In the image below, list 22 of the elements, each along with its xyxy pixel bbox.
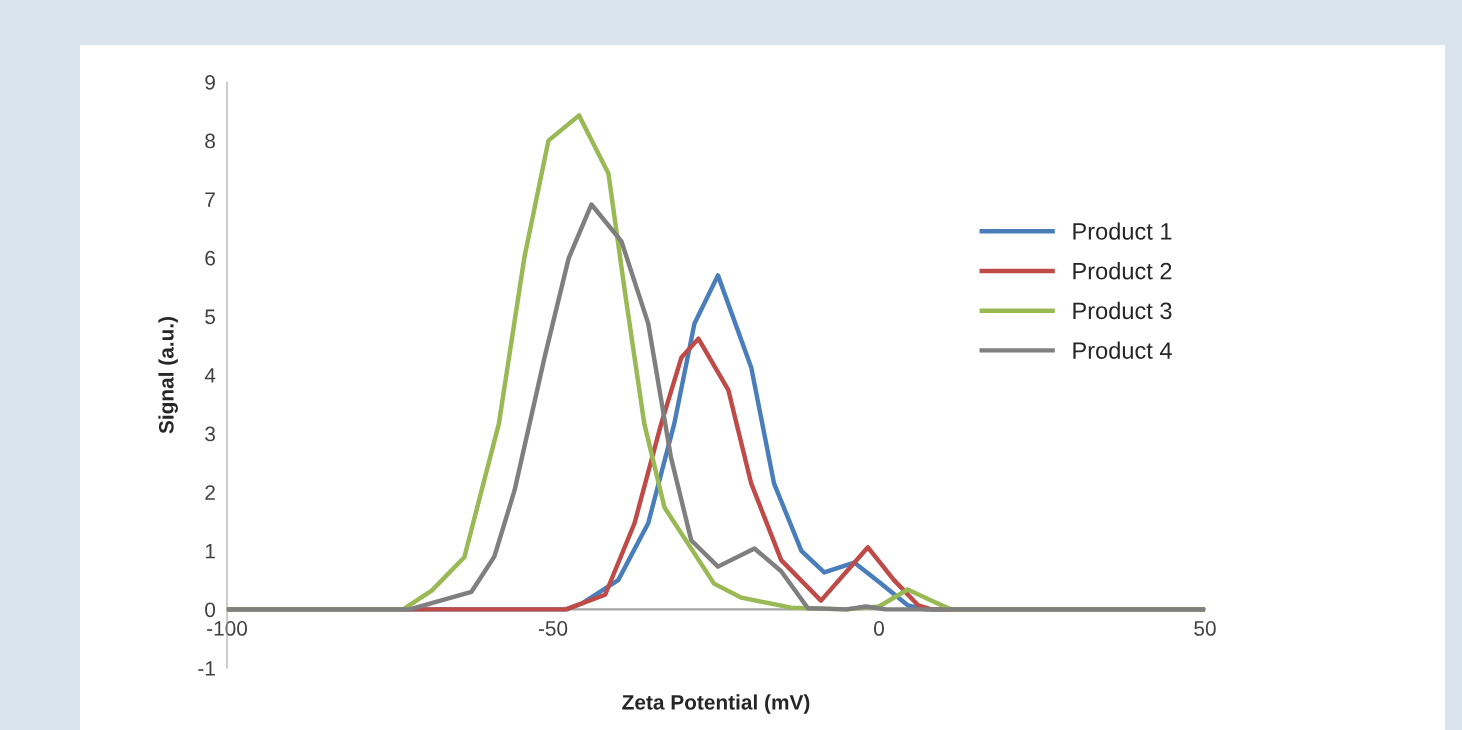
legend-label: Product 4 <box>1073 341 1172 359</box>
y-tick-label: 5 <box>205 309 216 325</box>
y-tick-label: 9 <box>205 75 215 90</box>
y-tick-label: 1 <box>205 544 215 559</box>
y-tick-label: 7 <box>205 192 215 207</box>
line-series <box>227 202 1205 612</box>
x-tick-label: 50 <box>1194 621 1216 636</box>
legend-label: Product 2 <box>1073 262 1172 280</box>
legend-label: Product 3 <box>1073 301 1172 320</box>
y-tick-label: -1 <box>198 661 215 676</box>
y-tick-label: 3 <box>205 426 215 442</box>
legend-label: Product 1 <box>1073 222 1172 240</box>
y-tick-label: 4 <box>204 368 216 383</box>
x-tick-label: -100 <box>207 621 248 636</box>
x-tick-label: -50 <box>538 621 568 636</box>
y-tick-label: 2 <box>205 485 215 500</box>
x-axis-title: Zeta Potential (mV) <box>622 694 810 714</box>
y-axis-title: Signal (a.u.) <box>158 317 178 434</box>
x-tick-label: 0 <box>874 621 884 636</box>
y-tick-label: 8 <box>205 133 215 149</box>
y-tick-label: 0 <box>205 602 216 618</box>
y-tick-label: 6 <box>205 250 215 266</box>
